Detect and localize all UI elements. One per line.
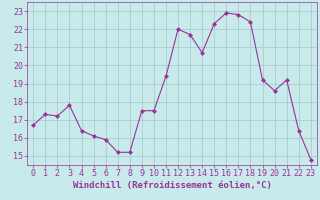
X-axis label: Windchill (Refroidissement éolien,°C): Windchill (Refroidissement éolien,°C) — [73, 181, 271, 190]
